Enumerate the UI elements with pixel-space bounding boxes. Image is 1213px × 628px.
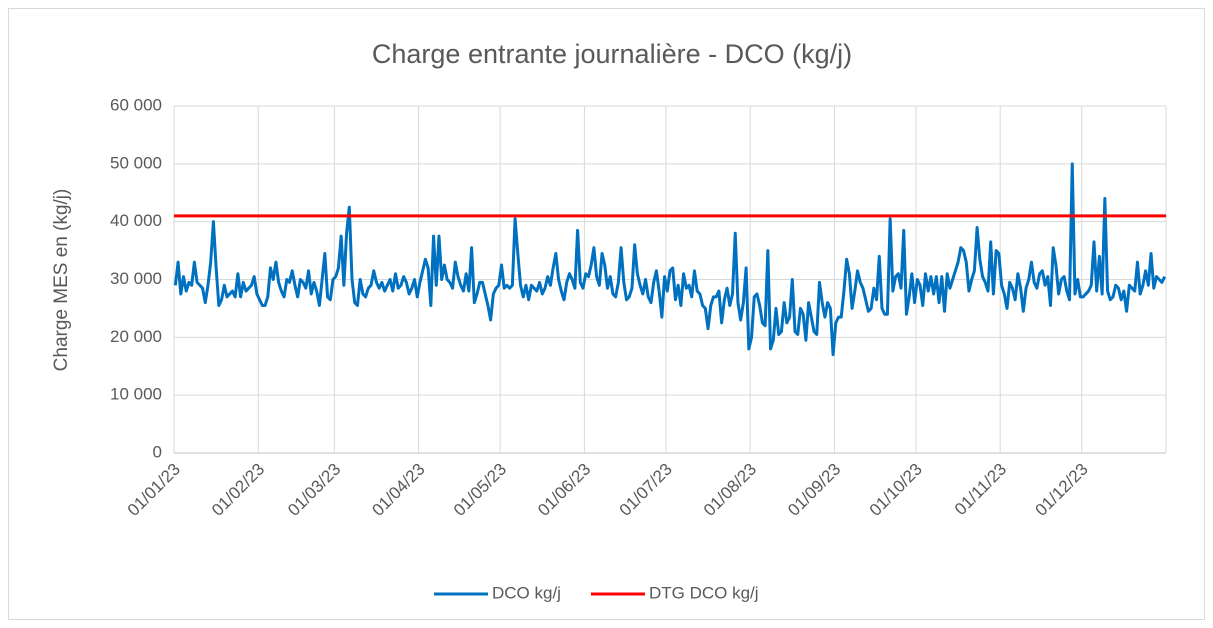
y-tick-label: 30 000	[110, 269, 162, 288]
chart-border	[8, 8, 1205, 620]
y-tick-label: 10 000	[110, 385, 162, 404]
legend-label: DCO kg/j	[492, 583, 561, 602]
y-tick-label: 0	[153, 442, 162, 461]
y-axis-label: Charge MES en (kg/j)	[51, 189, 72, 372]
data-line	[173, 162, 1166, 357]
y-tick-label: 20 000	[110, 327, 162, 346]
chart-title: Charge entrante journalière - DCO (kg/j)	[372, 39, 852, 69]
y-tick-label: 40 000	[110, 211, 162, 230]
y-tick-label: 50 000	[110, 153, 162, 172]
legend-label: DTG DCO kg/j	[649, 583, 759, 602]
y-tick-label: 60 000	[110, 95, 162, 114]
